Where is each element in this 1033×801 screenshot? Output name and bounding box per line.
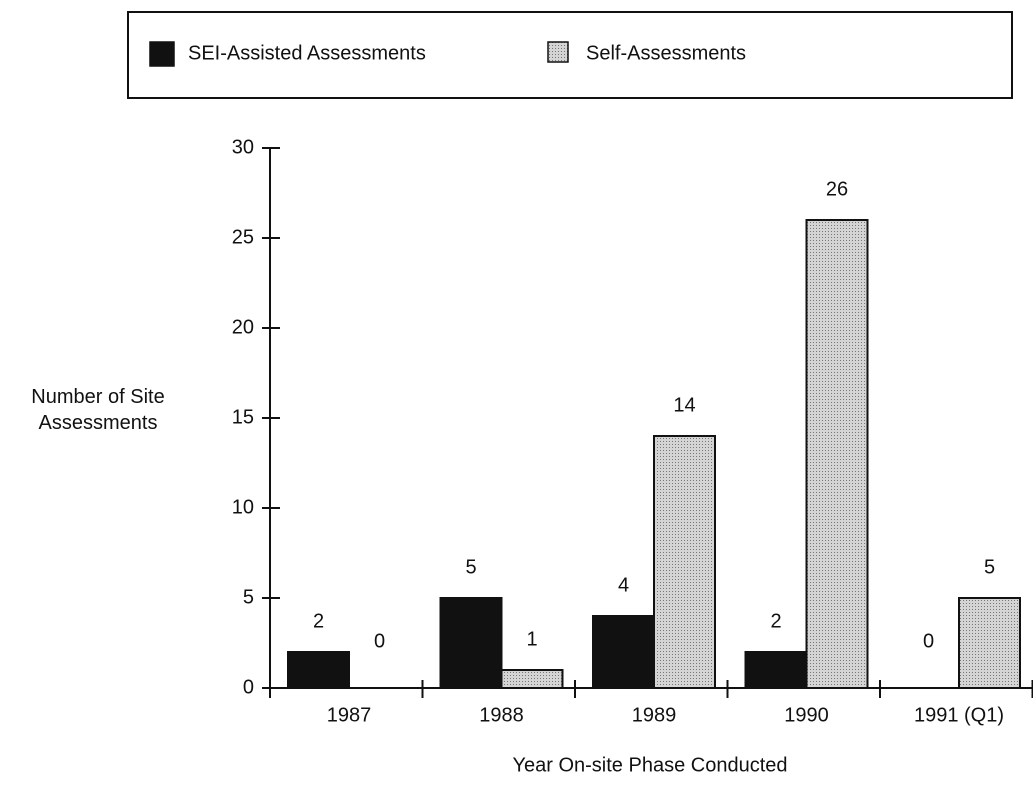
value-label: 5 (465, 556, 476, 578)
legend-box (127, 11, 1013, 99)
x-tick-label: 1988 (479, 704, 524, 726)
x-tick-label: 1991 (Q1) (914, 704, 1004, 726)
y-tick-label: 0 (243, 676, 254, 698)
bar (653, 435, 716, 689)
x-tick-label: 1990 (784, 704, 829, 726)
y-axis-title: Number of Site Assessments (31, 386, 165, 434)
legend-label: Self-Assessments (586, 42, 746, 64)
bar (439, 597, 503, 689)
bar (805, 219, 869, 689)
x-axis-title: Year On-site Phase Conducted (513, 754, 788, 776)
x-tick-label: 1987 (327, 704, 372, 726)
legend-swatch (149, 41, 175, 67)
bar (592, 615, 655, 689)
y-tick-label: 30 (232, 136, 254, 158)
x-tick-label: 1989 (632, 704, 677, 726)
y-tick-label: 25 (232, 226, 254, 248)
y-tick-label: 15 (232, 406, 254, 428)
bar (958, 597, 1021, 689)
bar (500, 669, 564, 689)
y-tick-label: 5 (243, 586, 254, 608)
value-label: 2 (313, 610, 324, 632)
value-label: 4 (618, 574, 629, 596)
value-label: 14 (673, 394, 695, 416)
value-label: 26 (826, 178, 848, 200)
value-label: 0 (923, 630, 934, 652)
bar (287, 651, 350, 689)
value-label: 0 (374, 630, 385, 652)
value-label: 1 (526, 628, 537, 650)
y-tick-label: 20 (232, 316, 254, 338)
y-tick-label: 10 (232, 496, 254, 518)
value-label: 2 (770, 610, 781, 632)
value-label: 5 (984, 556, 995, 578)
legend-swatch (547, 41, 569, 63)
bar (744, 651, 808, 689)
legend-label: SEI-Assisted Assessments (188, 42, 426, 64)
